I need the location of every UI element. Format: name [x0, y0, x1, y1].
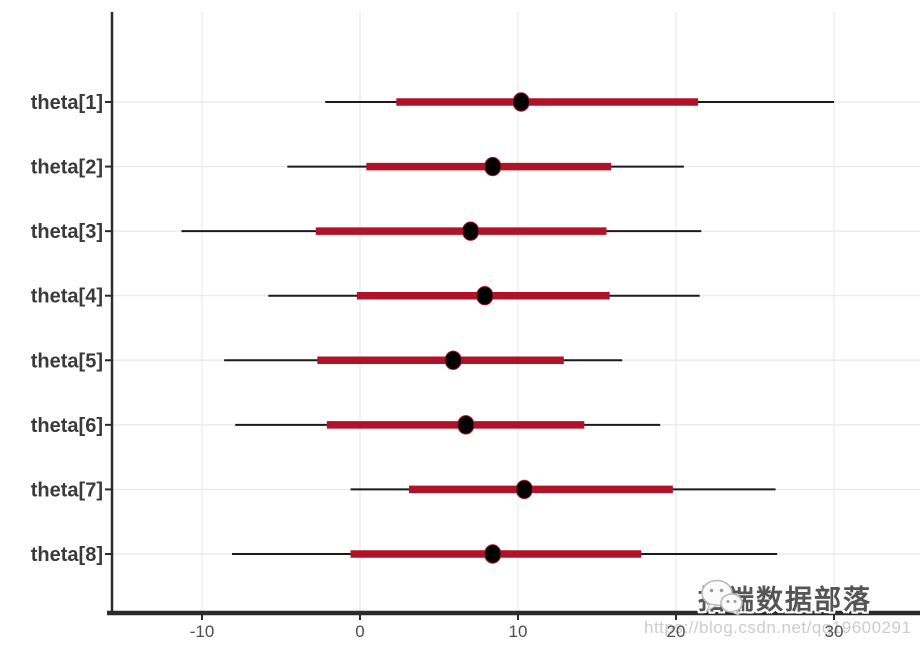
watermark-url: https://blog.csdn.net/qq19600291	[644, 618, 912, 637]
y-axis-label: theta[3]	[31, 221, 103, 243]
point-estimate	[461, 221, 480, 241]
y-axis-label: theta[1]	[31, 92, 103, 114]
y-axis-label: theta[4]	[31, 286, 103, 308]
x-tick-label: 0	[355, 622, 364, 641]
point-estimate	[484, 544, 502, 564]
point-estimate	[476, 286, 494, 306]
wechat-icon	[701, 579, 743, 616]
point-estimate	[457, 415, 475, 435]
y-axis-label: theta[8]	[31, 544, 103, 566]
y-axis-label: theta[7]	[31, 479, 103, 501]
x-tick-label: 20	[667, 622, 686, 641]
watermark-brand: 拓端数据部落	[698, 578, 872, 617]
y-axis-label: theta[6]	[31, 415, 103, 437]
y-axis-label: theta[2]	[31, 157, 103, 179]
x-tick-label: 10	[509, 622, 528, 641]
x-tick-label: 30	[825, 622, 844, 641]
point-estimate	[515, 479, 534, 500]
point-estimate	[512, 92, 530, 112]
point-estimate	[444, 350, 462, 370]
y-axis-label: theta[5]	[31, 350, 103, 372]
point-estimate	[484, 156, 502, 177]
x-tick-label: -10	[190, 622, 215, 641]
